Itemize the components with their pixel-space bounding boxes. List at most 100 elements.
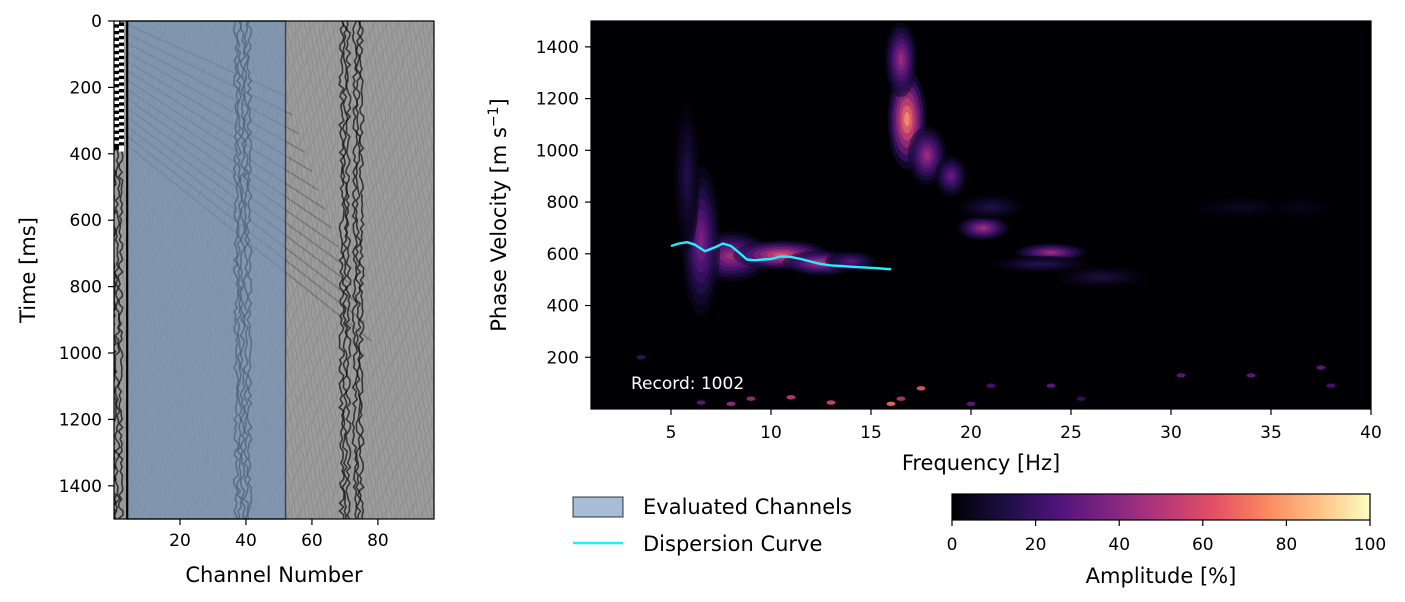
- seismic-trace: [418, 21, 424, 519]
- energy-blob: [1045, 251, 1057, 254]
- x-tick-label: 35: [1260, 423, 1282, 443]
- shot-gather-panel: 20 40 60 80 0 200 400 600 800 1000 1200 1400 Chann…: [16, 12, 435, 587]
- saturated-sample: [114, 133, 119, 140]
- saturated-sample: [114, 94, 119, 101]
- seismic-trace: [385, 21, 390, 519]
- saturated-sample: [114, 60, 119, 67]
- saturated-sample: [114, 137, 119, 144]
- saturated-sample: [114, 100, 119, 107]
- saturated-sample: [114, 140, 119, 147]
- evaluated-channels-region: [126, 20, 287, 520]
- seismic-trace: [309, 21, 315, 519]
- seismic-trace: [121, 21, 127, 519]
- saturated-sample: [114, 113, 119, 120]
- saturated-sample: [119, 79, 124, 86]
- saturated-sample: [114, 110, 119, 117]
- dispersion-y-label: Phase Velocity [m s−1]: [486, 98, 511, 332]
- y-tick-label: 200: [547, 348, 579, 368]
- saturated-sample: [119, 95, 124, 102]
- x-tick-label: 25: [1060, 423, 1082, 443]
- energy-blob: [685, 165, 689, 187]
- saturated-sample: [119, 125, 124, 132]
- saturated-sample: [119, 39, 124, 46]
- colorbar-tick-label: 60: [1192, 535, 1214, 555]
- shot-gather-frame: [113, 20, 435, 520]
- energy-spot: [726, 401, 736, 407]
- shot-gather-y-label: Time [ms]: [16, 217, 40, 324]
- saturated-sample: [119, 92, 124, 99]
- energy-spot: [886, 401, 896, 407]
- saturated-sample: [119, 142, 124, 149]
- energy-spot: [1176, 373, 1186, 378]
- saturated-sample: [114, 130, 119, 137]
- y-tick-label: 1000: [59, 344, 102, 364]
- saturated-sample: [119, 108, 124, 115]
- seismic-trace: [369, 21, 374, 519]
- saturated-sample: [114, 104, 119, 110]
- saturated-sample: [119, 52, 124, 59]
- seismic-trace: [313, 21, 318, 519]
- seismic-trace: [323, 21, 328, 519]
- saturated-sample: [119, 85, 124, 92]
- energy-spot: [636, 355, 646, 360]
- seismic-trace: [326, 21, 331, 519]
- saturated-sample: [114, 27, 119, 34]
- y-tick-label: 1000: [536, 141, 579, 161]
- shot-gather-x-label: Channel Number: [185, 563, 363, 587]
- energy-spot: [966, 401, 976, 407]
- seismic-trace: [398, 21, 404, 519]
- energy-spot: [1076, 396, 1086, 401]
- x-tick-label: 5: [666, 423, 677, 443]
- saturated-sample: [119, 89, 124, 96]
- dispersion-x-ticks: 5 10 15 20 25 30 35 40: [666, 409, 1382, 443]
- dispersion-y-label-exponent: −1: [486, 106, 502, 127]
- saturated-sample: [114, 34, 119, 41]
- saturated-sample: [119, 145, 124, 152]
- seismic-trace: [428, 21, 433, 519]
- saturated-sample: [119, 112, 124, 119]
- saturated-sample: [114, 97, 119, 104]
- seismic-trace: [293, 21, 298, 519]
- saturated-sample: [114, 84, 119, 91]
- energy-blob: [698, 230, 704, 252]
- seismic-trace: [388, 21, 394, 519]
- saturated-sample: [114, 74, 119, 81]
- x-tick-label: 60: [301, 531, 323, 551]
- saturated-sample: [119, 22, 124, 29]
- energy-blob: [986, 205, 996, 210]
- energy-spot: [916, 386, 926, 391]
- y-tick-label: 1400: [59, 477, 102, 497]
- record-annotation: Record: 1002: [631, 374, 744, 394]
- y-tick-label: 1200: [59, 410, 102, 430]
- seismic-trace: [365, 21, 371, 519]
- saturated-sample: [119, 135, 124, 142]
- x-tick-label: 30: [1160, 423, 1182, 443]
- saturated-sample: [119, 99, 124, 106]
- seismic-trace: [372, 21, 377, 519]
- y-tick-label: 800: [547, 193, 579, 213]
- x-tick-label: 20: [169, 531, 191, 551]
- saturated-sample: [119, 69, 124, 76]
- dispersion-curve: [670, 241, 892, 271]
- y-tick-label: 600: [547, 245, 579, 265]
- saturated-sample: [114, 127, 119, 134]
- saturated-sample: [119, 132, 124, 139]
- saturated-sample: [119, 55, 124, 62]
- x-tick-label: 15: [860, 423, 882, 443]
- saturated-sample: [119, 35, 124, 42]
- energy-spot: [1246, 373, 1256, 378]
- energy-blob: [1296, 205, 1306, 209]
- saturated-sample: [114, 54, 119, 61]
- energy-blob: [898, 54, 904, 66]
- seismic-trace: [303, 21, 308, 519]
- seismic-trace: [336, 21, 341, 519]
- saturated-sample: [119, 29, 124, 36]
- saturated-sample: [119, 49, 124, 56]
- saturated-sample: [114, 44, 119, 51]
- energy-spot: [1326, 383, 1336, 388]
- seismic-trace: [425, 21, 430, 519]
- energy-blob: [924, 151, 930, 160]
- y-tick-label: 1400: [536, 38, 579, 58]
- seismic-trace: [332, 21, 338, 519]
- dispersion-y-label-end: ]: [487, 98, 511, 106]
